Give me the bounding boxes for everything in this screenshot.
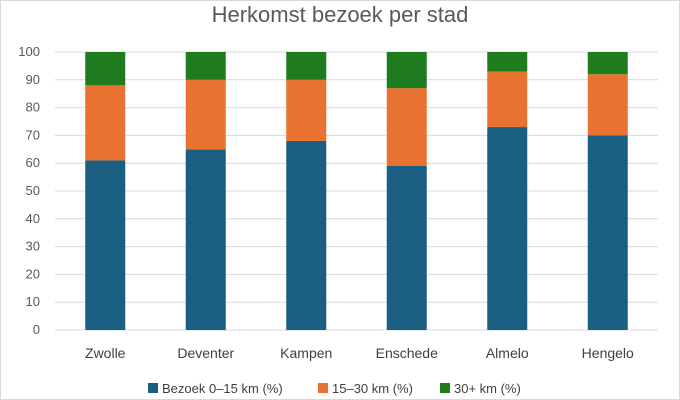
x-tick-label: Zwolle xyxy=(85,345,126,361)
y-tick-label: 20 xyxy=(26,266,40,281)
legend-swatch xyxy=(148,383,158,393)
bar-segment xyxy=(185,149,226,330)
legend: Bezoek 0–15 km (%) 15–30 km (%) 30+ km (%) xyxy=(148,381,521,396)
bar-segment xyxy=(487,52,528,72)
bar-segment xyxy=(286,52,327,80)
bar-segment xyxy=(85,160,126,330)
legend-swatch xyxy=(440,383,450,393)
x-tick-label: Deventer xyxy=(177,345,234,361)
bar-segment xyxy=(85,85,126,161)
bar-segment xyxy=(286,79,327,141)
bars xyxy=(85,52,628,330)
bar-segment xyxy=(85,52,126,86)
x-tick-label: Kampen xyxy=(280,345,332,361)
chart-title: Herkomst bezoek per stad xyxy=(212,2,469,27)
bar-segment xyxy=(386,52,427,89)
x-tick-label: Enschede xyxy=(376,345,438,361)
x-axis: Zwolle Deventer Kampen Enschede Almelo Hengel… xyxy=(85,345,634,361)
y-tick-label: 0 xyxy=(33,322,40,337)
bar-segment xyxy=(487,71,528,128)
y-tick-label: 10 xyxy=(26,294,40,309)
y-tick-label: 70 xyxy=(26,127,40,142)
bar-segment xyxy=(487,127,528,330)
bar-segment xyxy=(386,165,427,330)
y-tick-label: 50 xyxy=(26,183,40,198)
bar-segment xyxy=(185,52,226,80)
gridlines xyxy=(55,51,658,331)
y-tick-label: 40 xyxy=(26,211,40,226)
bar-segment xyxy=(587,135,628,330)
bar-segment xyxy=(286,140,327,330)
y-tick-label: 30 xyxy=(26,239,40,254)
y-axis: 0 10 20 30 40 50 60 70 80 90 100 xyxy=(18,44,40,337)
legend-swatch xyxy=(318,383,328,393)
bar-segment xyxy=(587,52,628,75)
legend-label: Bezoek 0–15 km (%) xyxy=(162,381,283,396)
y-tick-label: 90 xyxy=(26,72,40,87)
y-tick-label: 60 xyxy=(26,155,40,170)
x-tick-label: Almelo xyxy=(486,345,529,361)
legend-label: 15–30 km (%) xyxy=(332,381,413,396)
legend-label: 30+ km (%) xyxy=(454,381,521,396)
x-tick-label: Hengelo xyxy=(582,345,634,361)
bar-segment xyxy=(587,74,628,136)
y-tick-label: 100 xyxy=(18,44,40,59)
bar-segment xyxy=(386,88,427,166)
bar-segment xyxy=(185,79,226,150)
y-tick-label: 80 xyxy=(26,100,40,115)
